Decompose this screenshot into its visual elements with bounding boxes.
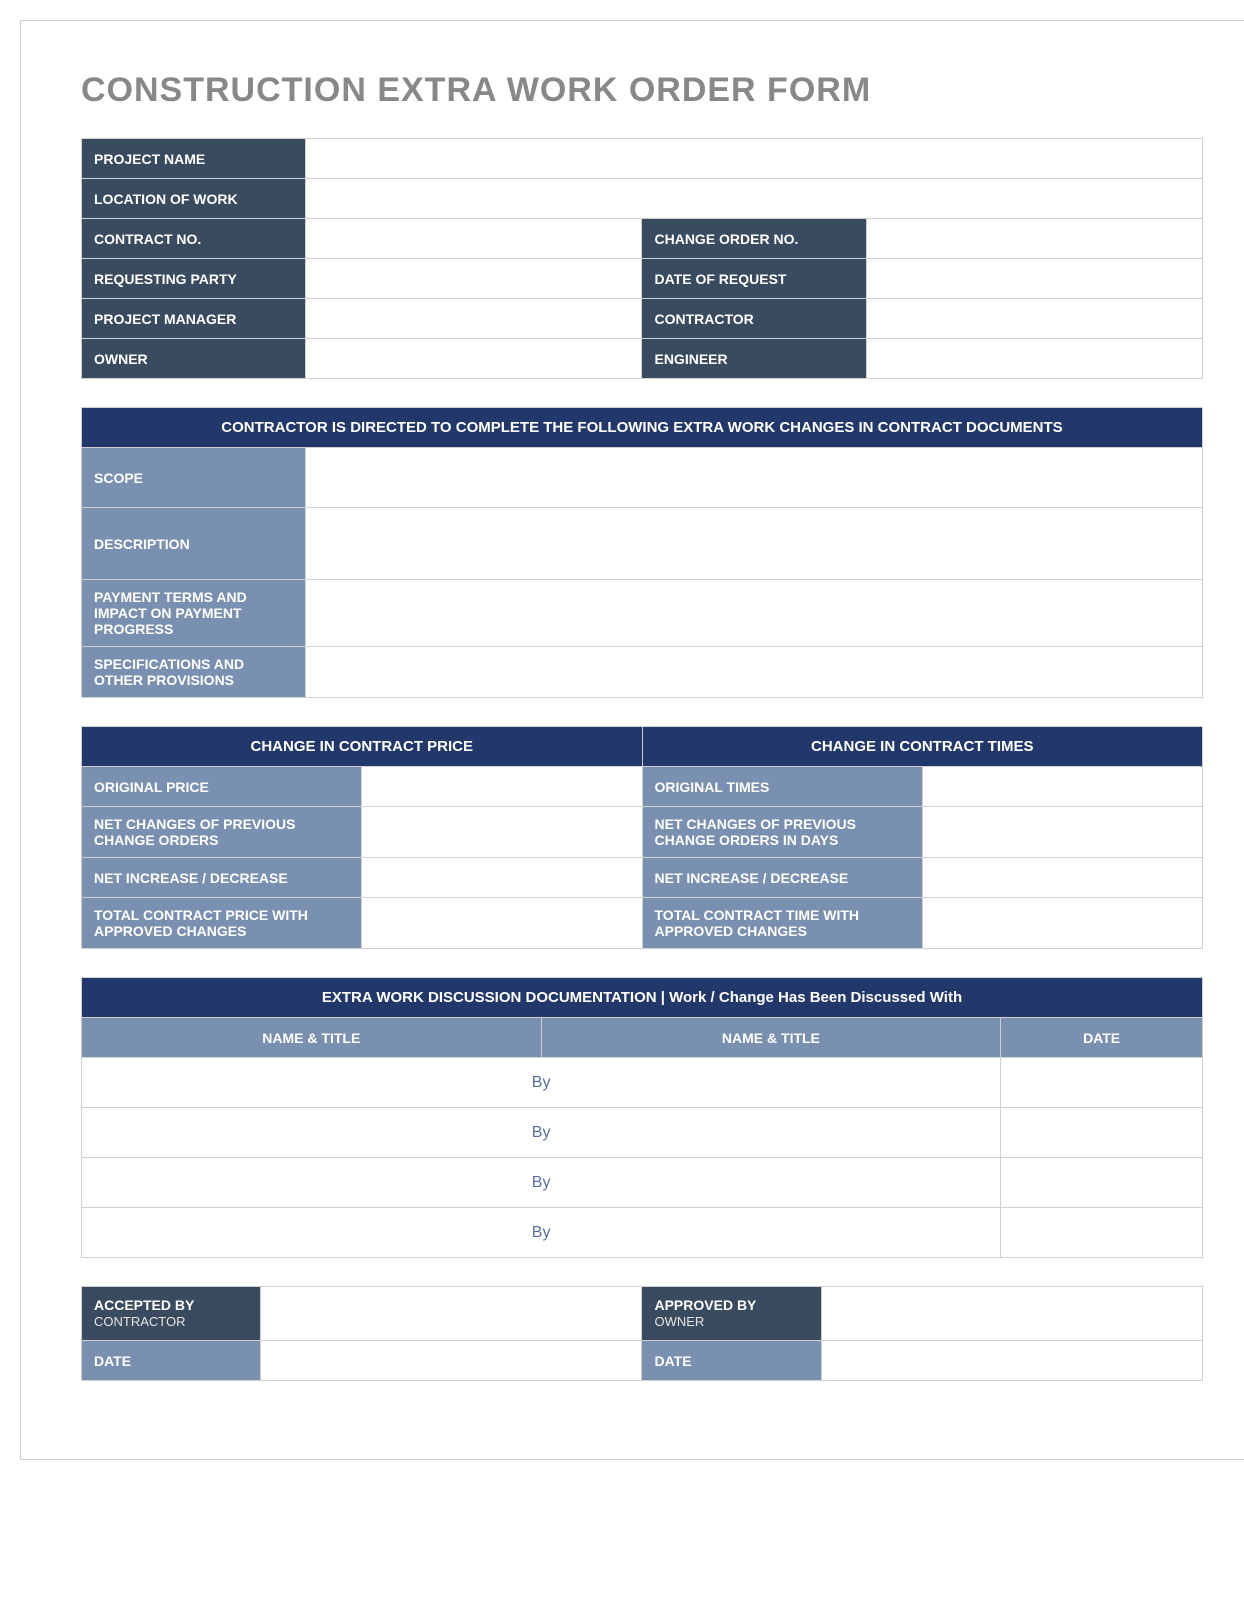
accepted-date-label: DATE xyxy=(82,1341,261,1381)
requesting-party-label: REQUESTING PARTY xyxy=(82,259,306,299)
signoff-table: ACCEPTED BY CONTRACTOR APPROVED BY OWNER… xyxy=(81,1286,1203,1381)
net-prev-times-label: NET CHANGES OF PREVIOUS CHANGE ORDERS IN… xyxy=(642,807,922,858)
approved-date-value[interactable] xyxy=(821,1341,1202,1381)
location-value[interactable] xyxy=(306,179,1203,219)
project-name-value[interactable] xyxy=(306,139,1203,179)
form-title: CONSTRUCTION EXTRA WORK ORDER FORM xyxy=(81,71,1203,110)
contractor-label: CONTRACTOR xyxy=(642,299,866,339)
contract-no-value[interactable] xyxy=(306,219,642,259)
approved-date-label: DATE xyxy=(642,1341,821,1381)
discussion-row-4-by[interactable]: By xyxy=(82,1208,1001,1258)
net-incdec-times-value[interactable] xyxy=(922,858,1202,898)
accepted-by-value[interactable] xyxy=(261,1287,642,1341)
net-prev-times-value[interactable] xyxy=(922,807,1202,858)
original-price-value[interactable] xyxy=(362,767,642,807)
engineer-value[interactable] xyxy=(866,339,1202,379)
change-price-header: CHANGE IN CONTRACT PRICE xyxy=(82,727,643,767)
accepted-by-label: ACCEPTED BY CONTRACTOR xyxy=(82,1287,261,1341)
total-times-value[interactable] xyxy=(922,898,1202,949)
approved-by-bot: OWNER xyxy=(654,1314,808,1331)
original-times-value[interactable] xyxy=(922,767,1202,807)
directive-header: CONTRACTOR IS DIRECTED TO COMPLETE THE F… xyxy=(82,408,1203,448)
change-order-no-value[interactable] xyxy=(866,219,1202,259)
discussion-row-4-date[interactable] xyxy=(1001,1208,1203,1258)
name-title-2-header: NAME & TITLE xyxy=(541,1018,1001,1058)
original-price-label: ORIGINAL PRICE xyxy=(82,767,362,807)
description-value[interactable] xyxy=(306,508,1203,580)
owner-value[interactable] xyxy=(306,339,642,379)
description-label: DESCRIPTION xyxy=(82,508,306,580)
accepted-date-value[interactable] xyxy=(261,1341,642,1381)
specs-value[interactable] xyxy=(306,647,1203,698)
scope-value[interactable] xyxy=(306,448,1203,508)
net-incdec-times-label: NET INCREASE / DECREASE xyxy=(642,858,922,898)
discussion-row-2-by[interactable]: By xyxy=(82,1108,1001,1158)
approved-by-top: APPROVED BY xyxy=(654,1296,808,1314)
contract-no-label: CONTRACT NO. xyxy=(82,219,306,259)
engineer-label: ENGINEER xyxy=(642,339,866,379)
net-incdec-price-value[interactable] xyxy=(362,858,642,898)
total-times-label: TOTAL CONTRACT TIME WITH APPROVED CHANGE… xyxy=(642,898,922,949)
discussion-row-1-date[interactable] xyxy=(1001,1058,1203,1108)
accepted-by-top: ACCEPTED BY xyxy=(94,1296,248,1314)
scope-label: SCOPE xyxy=(82,448,306,508)
owner-label: OWNER xyxy=(82,339,306,379)
contractor-value[interactable] xyxy=(866,299,1202,339)
directive-table: CONTRACTOR IS DIRECTED TO COMPLETE THE F… xyxy=(81,407,1203,698)
accepted-by-bot: CONTRACTOR xyxy=(94,1314,248,1331)
net-incdec-price-label: NET INCREASE / DECREASE xyxy=(82,858,362,898)
discussion-table: EXTRA WORK DISCUSSION DOCUMENTATION | Wo… xyxy=(81,977,1203,1258)
discussion-row-3-by[interactable]: By xyxy=(82,1158,1001,1208)
change-order-no-label: CHANGE ORDER NO. xyxy=(642,219,866,259)
discussion-row-2-date[interactable] xyxy=(1001,1108,1203,1158)
form-page: CONSTRUCTION EXTRA WORK ORDER FORM PROJE… xyxy=(20,20,1244,1460)
payment-terms-value[interactable] xyxy=(306,580,1203,647)
approved-by-value[interactable] xyxy=(821,1287,1202,1341)
original-times-label: ORIGINAL TIMES xyxy=(642,767,922,807)
total-price-value[interactable] xyxy=(362,898,642,949)
specs-label: SPECIFICATIONS AND OTHER PROVISIONS xyxy=(82,647,306,698)
discussion-row-3-date[interactable] xyxy=(1001,1158,1203,1208)
location-label: LOCATION OF WORK xyxy=(82,179,306,219)
project-manager-label: PROJECT MANAGER xyxy=(82,299,306,339)
discussion-date-header: DATE xyxy=(1001,1018,1203,1058)
discussion-row-1-by[interactable]: By xyxy=(82,1058,1001,1108)
changes-table: CHANGE IN CONTRACT PRICE CHANGE IN CONTR… xyxy=(81,726,1203,949)
payment-terms-label: PAYMENT TERMS AND IMPACT ON PAYMENT PROG… xyxy=(82,580,306,647)
approved-by-label: APPROVED BY OWNER xyxy=(642,1287,821,1341)
net-prev-price-label: NET CHANGES OF PREVIOUS CHANGE ORDERS xyxy=(82,807,362,858)
project-name-label: PROJECT NAME xyxy=(82,139,306,179)
project-manager-value[interactable] xyxy=(306,299,642,339)
total-price-label: TOTAL CONTRACT PRICE WITH APPROVED CHANG… xyxy=(82,898,362,949)
change-times-header: CHANGE IN CONTRACT TIMES xyxy=(642,727,1203,767)
project-info-table: PROJECT NAME LOCATION OF WORK CONTRACT N… xyxy=(81,138,1203,379)
date-of-request-label: DATE OF REQUEST xyxy=(642,259,866,299)
date-of-request-value[interactable] xyxy=(866,259,1202,299)
net-prev-price-value[interactable] xyxy=(362,807,642,858)
requesting-party-value[interactable] xyxy=(306,259,642,299)
name-title-1-header: NAME & TITLE xyxy=(82,1018,542,1058)
discussion-header: EXTRA WORK DISCUSSION DOCUMENTATION | Wo… xyxy=(82,978,1203,1018)
